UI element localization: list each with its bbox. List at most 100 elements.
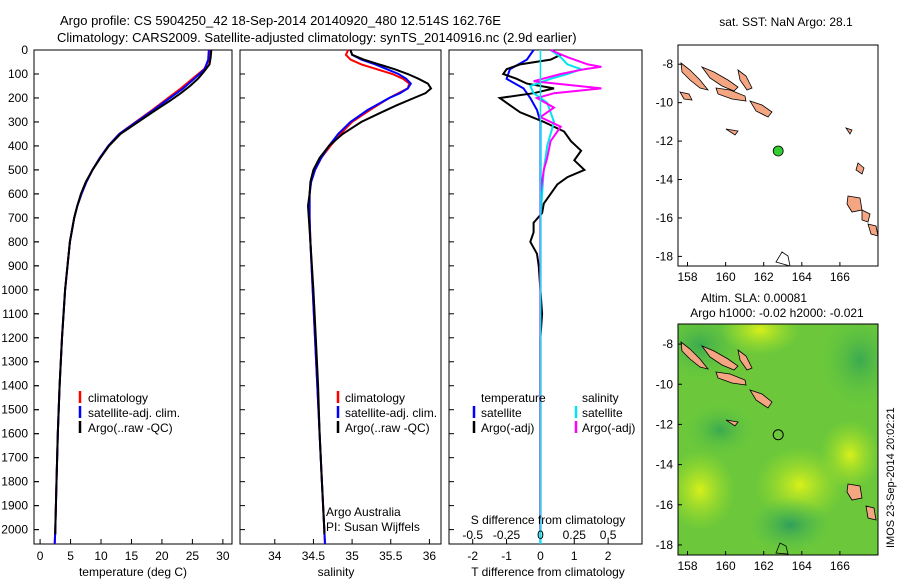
sla-blob (815, 324, 878, 415)
depth-tick-label: 900 (8, 259, 28, 273)
sla-field (678, 324, 878, 555)
x-tick-label: 25 (186, 549, 200, 563)
sla-map-frame (677, 323, 879, 556)
salinity-legend: climatology satellite-adj. clim. Argo(..… (336, 391, 437, 435)
sla-blob (720, 324, 800, 355)
island-efate (867, 223, 878, 237)
salinity-x-label: salinity (318, 565, 355, 579)
x-tick-label: -1 (501, 549, 512, 563)
s-tick-label: 0.5 (600, 528, 617, 542)
depth-tick-label: 800 (8, 235, 28, 249)
lat-tick-label: -10 (656, 377, 674, 391)
x-tick-label: 0 (37, 549, 44, 563)
lat-tick-label: -18 (656, 538, 674, 552)
x-tick-label: 35.5 (379, 549, 403, 563)
s-tick-label: -0.25 (493, 528, 521, 542)
t-difference-label: T difference from climatology (471, 565, 625, 579)
depth-tick-label: 400 (8, 139, 28, 153)
x-tick-label: 15 (125, 549, 139, 563)
sla-blob (748, 497, 832, 553)
sla-blob (680, 400, 760, 460)
depth-tick-label: 1600 (1, 427, 28, 441)
legend-label-climatology: climatology (88, 391, 148, 405)
difference-legend: temperature salinity satellite Argo(-adj… (472, 391, 635, 435)
sla-map: Altim. SLA: 0.00081 Argo h1000: -0.02 h2… (656, 291, 879, 573)
sla-map-axes: 158 160 162 164 166 -8 -10 -12 -14 -16 -18 (656, 337, 851, 573)
argo-credit-line-1: Argo Australia (326, 505, 401, 519)
sla-map-title: Altim. SLA: 0.00081 (701, 291, 807, 305)
s-tick-label: 0.25 (563, 528, 587, 542)
legend-label-t-argo: Argo(-adj) (481, 421, 534, 435)
depth-tick-label: 2000 (1, 523, 28, 537)
depth-tick-label: 500 (8, 163, 28, 177)
x-tick-label: 34 (268, 549, 282, 563)
lon-tick-label: 164 (792, 270, 812, 284)
island-new-georgia (679, 91, 693, 101)
plot-title-line-1: Argo profile: CS 5904250_42 18-Sep-2014 … (60, 13, 501, 28)
sst-map-land (679, 62, 878, 266)
island-guadalcanal (715, 371, 747, 386)
temperature-panel: 0100200300400500600700800900100011001200… (1, 43, 233, 579)
depth-tick-label: 1100 (2, 307, 28, 321)
series-line-argo-adj- (497, 49, 587, 530)
island-malaita (737, 349, 753, 371)
s-difference-ticks: -0.5 -0.25 0 0.25 0.5 (462, 528, 616, 542)
legend-label-satellite: satellite-adj. clim. (345, 406, 437, 420)
legend-label-satellite: satellite-adj. clim. (88, 406, 180, 420)
argo-float-marker (772, 429, 784, 441)
depth-tick-label: 600 (8, 187, 28, 201)
s-difference-label: S difference from climatology (471, 513, 626, 527)
lat-tick-label: -18 (656, 249, 674, 263)
island-malaita (737, 69, 753, 91)
temperature-x-axis: 0 5 10 15 20 25 30 (34, 49, 230, 563)
lat-tick-label: -8 (662, 57, 673, 71)
sst-map-title: sat. SST: NaN Argo: 28.1 (719, 15, 853, 29)
lon-tick-label: 166 (830, 559, 850, 573)
legend-label-s-argo: Argo(-adj) (582, 421, 635, 435)
depth-tick-label: 1800 (1, 475, 28, 489)
temperature-frame (33, 49, 233, 545)
difference-panel: -2 -1 0 1 2 temperature salinity satellite A… (448, 49, 643, 579)
lon-tick-label: 158 (678, 270, 698, 284)
plot-title-line-2: Climatology: CARS2009. Satellite-adjuste… (57, 30, 577, 45)
island-guadalcanal (715, 87, 747, 102)
salinity-frame (239, 49, 442, 545)
argo-credit-line-2: PI: Susan Wijffels (326, 520, 420, 534)
series-line-argo-raw-qc- (306, 49, 433, 535)
temperature-x-label: temperature (deg C) (79, 565, 187, 579)
argo-float-marker (772, 145, 784, 157)
island-makira (749, 100, 773, 118)
s-tick-label: 0 (537, 528, 544, 542)
lat-tick-label: -8 (662, 337, 673, 351)
s-tick-label: -0.5 (462, 528, 483, 542)
depth-tick-label: 1700 (1, 451, 28, 465)
difference-lines (497, 49, 602, 544)
depth-tick-label: 1400 (1, 379, 28, 393)
sla-map-subtitle: Argo h1000: -0.02 h2000: -0.021 (690, 306, 864, 320)
lat-tick-label: -12 (656, 134, 674, 148)
sla-blob (820, 420, 878, 490)
sst-map: sat. SST: NaN Argo: 28.1 158 160 162 164 166… (656, 15, 879, 284)
legend-heading-temperature: temperature (481, 391, 546, 405)
lat-tick-label: -16 (656, 211, 674, 225)
x-tick-label: 0 (537, 549, 544, 563)
salinity-panel: 34 34.5 35 35.5 36 climatology satellite-adj… (239, 49, 442, 579)
depth-tick-label: 700 (8, 211, 28, 225)
lon-tick-label: 158 (678, 559, 698, 573)
island-new-caledonia-tip (775, 542, 789, 555)
temperature-legend: climatology satellite-adj. clim. Argo(..… (78, 391, 180, 435)
island-new-caledonia-tip (775, 251, 791, 266)
x-tick-label: -2 (467, 549, 478, 563)
island-malakula (861, 209, 871, 223)
lon-tick-label: 164 (792, 559, 812, 573)
x-tick-label: 20 (155, 549, 169, 563)
sla-blob (678, 450, 735, 530)
x-tick-label: 35 (345, 549, 359, 563)
legend-label-climatology: climatology (345, 391, 405, 405)
depth-tick-label: 1200 (1, 331, 28, 345)
depth-tick-label: 300 (8, 115, 28, 129)
temperature-lines (53, 49, 213, 545)
lat-tick-label: -14 (656, 458, 674, 472)
salinity-x-axis: 34 34.5 35 35.5 36 (240, 49, 436, 563)
